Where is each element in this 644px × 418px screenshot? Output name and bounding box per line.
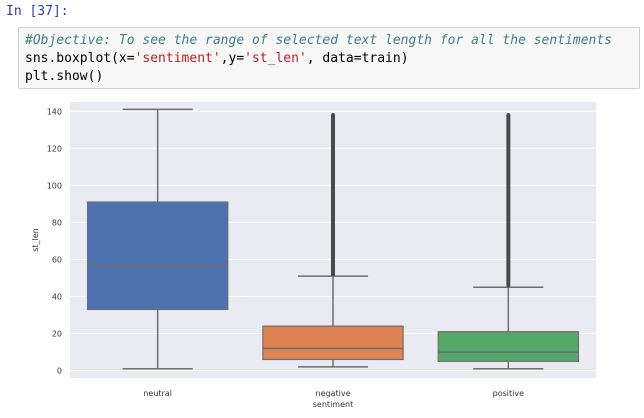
box-positive (437, 331, 580, 362)
code-string-x: 'sentiment' (134, 51, 221, 66)
box-negative (262, 325, 404, 361)
x-tick-label: positive (493, 389, 524, 398)
y-tick-label: 0 (57, 367, 62, 376)
x-tick-label: neutral (143, 389, 172, 398)
code-call-mid: ,y= (220, 51, 245, 66)
y-tick-label: 80 (52, 218, 62, 227)
box-neutral (86, 201, 229, 311)
code-cell-input[interactable]: #Objective: To see the range of selected… (18, 27, 640, 89)
y-tick-label: 40 (52, 292, 62, 301)
cell-output: 0 20 40 60 80 100 120 140 neutral negative positiv… (18, 92, 640, 414)
code-call-start: sns.boxplot(x= (25, 51, 135, 66)
code-comment: #Objective: To see the range of selected… (25, 33, 612, 48)
y-tick-label: 60 (52, 255, 62, 264)
y-tick-label: 120 (47, 144, 62, 153)
y-tick-label: 100 (47, 181, 62, 190)
boxplot-chart: 0 20 40 60 80 100 120 140 neutral negative positiv… (31, 102, 596, 409)
y-tick-label: 20 (52, 330, 62, 339)
x-tick-label: negative (316, 389, 351, 398)
code-string-y: 'st_len' (244, 51, 307, 66)
x-axis-label: sentiment (313, 400, 353, 409)
code-show-call: plt.show() (25, 69, 104, 84)
cell-prompt: In [37]: (6, 4, 69, 19)
code-call-end: , data=train) (306, 51, 409, 66)
y-axis-label: st_len (31, 228, 40, 252)
y-tick-label: 140 (47, 107, 62, 116)
